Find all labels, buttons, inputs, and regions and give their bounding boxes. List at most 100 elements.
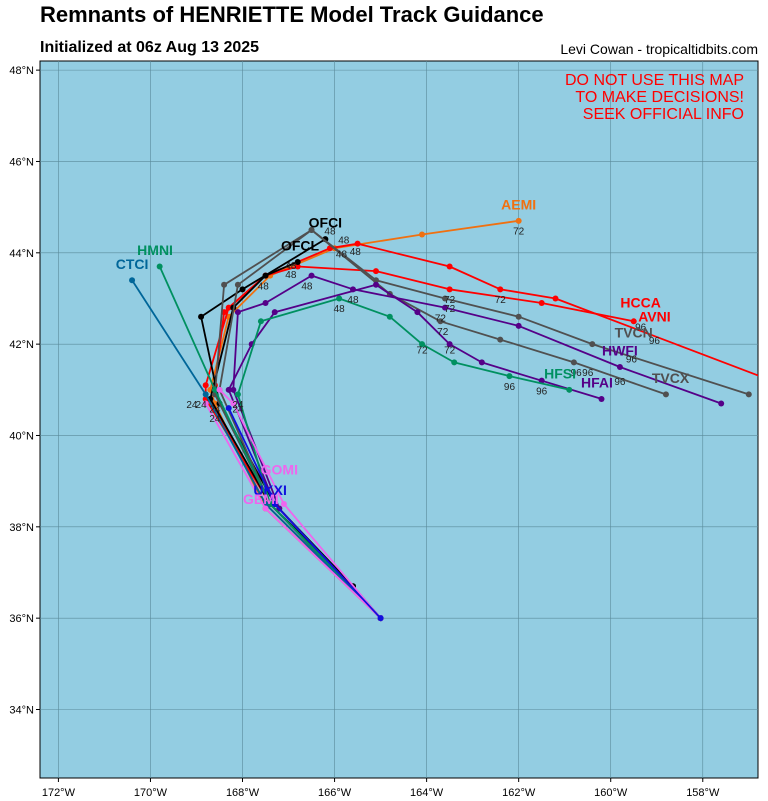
- ocean-background: [39, 60, 759, 779]
- init-time-subtitle: Initialized at 06z Aug 13 2025: [40, 39, 260, 56]
- lat-tick-label: 38°N: [9, 522, 34, 534]
- track-point-hfsi: [234, 391, 241, 398]
- hour-label: 48: [338, 236, 350, 247]
- track-point-hcca: [538, 300, 545, 307]
- lon-tick-label: 168°W: [226, 787, 260, 799]
- track-point-ofcl: [294, 258, 301, 265]
- hour-label: 24: [209, 414, 221, 425]
- lat-tick-label: 34°N: [9, 704, 34, 716]
- lon-tick-label: 162°W: [502, 787, 536, 799]
- track-point-hfsi: [506, 373, 513, 380]
- hour-label: 96: [614, 377, 626, 388]
- hour-label: 24: [209, 405, 221, 416]
- track-point-hfsi: [336, 295, 343, 302]
- track-point-hfsi: [419, 341, 426, 348]
- track-point-hwfi: [442, 304, 449, 311]
- track-point-avni: [497, 286, 504, 293]
- hour-label: 24: [232, 405, 244, 416]
- track-tvcx: [218, 229, 667, 619]
- disclaimer-warning: DO NOT USE THIS MAP TO MAKE DECISIONS! S…: [565, 72, 744, 123]
- model-label-hfai: HFAI: [581, 375, 613, 391]
- hour-label: 48: [285, 261, 297, 272]
- lon-tick-label: 166°W: [318, 787, 352, 799]
- model-label-aemi: AEMI: [501, 196, 536, 212]
- warning-line: SEEK OFFICIAL INFO: [582, 106, 744, 123]
- lat-tick-label: 42°N: [9, 339, 34, 351]
- hour-label: 96: [635, 322, 647, 333]
- track-point-hcca: [202, 382, 209, 389]
- track-point-hcca: [372, 268, 379, 275]
- track-point-hwfi: [616, 363, 623, 370]
- track-point-hcca: [630, 318, 637, 325]
- track-point-avni: [552, 295, 559, 302]
- track-point-tvcx: [497, 336, 504, 343]
- track-point-hfai: [478, 359, 485, 366]
- track-point-tvcx: [570, 359, 577, 366]
- track-point-tvcn: [221, 281, 228, 288]
- lon-tick-label: 160°W: [594, 787, 628, 799]
- track-point-hwfi: [262, 300, 269, 307]
- warning-line: TO MAKE DECISIONS!: [575, 89, 744, 106]
- hour-label: 72: [444, 304, 456, 315]
- model-label-tvcx: TVCX: [652, 370, 690, 386]
- track-point-avni: [354, 240, 361, 247]
- track-point-hfsi: [451, 359, 458, 366]
- lon-tick-label: 158°W: [686, 787, 720, 799]
- track-point-gemi: [202, 400, 209, 407]
- track-point-aemi: [419, 231, 426, 238]
- track-point-hfai: [225, 386, 232, 393]
- hour-label: 24: [186, 400, 198, 411]
- track-point-tvcx: [308, 226, 315, 233]
- track-point-tvcn: [442, 295, 449, 302]
- hour-label: 96: [582, 368, 594, 379]
- track-point-hwfi: [234, 309, 241, 316]
- track-point-tvcn: [515, 313, 522, 320]
- model-label-ukxi: UKXI: [253, 482, 286, 498]
- hour-label: 48: [301, 281, 313, 292]
- track-point-hcca: [446, 286, 453, 293]
- track-point-gomi: [280, 500, 287, 507]
- hour-label: 48: [347, 295, 359, 306]
- lon-tick-label: 164°W: [410, 787, 444, 799]
- hour-label: 24: [232, 400, 244, 411]
- lat-tick-label: 40°N: [9, 430, 34, 442]
- hour-label: 96: [536, 386, 548, 397]
- track-point-hmni: [211, 386, 218, 393]
- hour-label: 48: [258, 281, 270, 292]
- track-point-hfsi: [386, 313, 393, 320]
- hour-label: 72: [437, 327, 449, 338]
- track-point-hfai: [414, 309, 421, 316]
- track-point-hfsi: [566, 386, 573, 393]
- hour-label: 72: [435, 313, 447, 324]
- lat-tick-label: 48°N: [9, 65, 34, 77]
- model-label-hfsi: HFSI: [544, 365, 576, 381]
- track-point-hwfi: [308, 272, 315, 279]
- track-point-hwfi: [515, 322, 522, 329]
- track-point-ofcl: [262, 272, 269, 279]
- track-point-tvcx: [437, 318, 444, 325]
- track-point-hfai: [598, 395, 605, 402]
- model-label-gomi: GOMI: [261, 461, 298, 477]
- model-tracks: [129, 217, 758, 622]
- track-point-hwfi: [230, 386, 237, 393]
- track-gomi: [218, 389, 382, 619]
- track-point-hmni: [156, 263, 163, 270]
- track-point-ofci: [198, 313, 205, 320]
- model-label-tvcn: TVCN: [615, 324, 653, 340]
- track-point-ukxi: [225, 405, 232, 412]
- lat-tick-label: 46°N: [9, 156, 34, 168]
- track-point-hfsi: [257, 318, 264, 325]
- track-point-hfai: [271, 309, 278, 316]
- model-label-hcca: HCCA: [620, 295, 660, 311]
- track-point-tvcn: [745, 391, 752, 398]
- model-label-ctci: CTCI: [116, 256, 149, 272]
- hour-label: 72: [513, 227, 525, 238]
- hour-label: 96: [626, 354, 638, 365]
- track-point-avni: [446, 263, 453, 270]
- axis-ticks: 172°W 170°W 168°W 166°W 164°W 162°W 160°W 158°W…: [9, 65, 720, 799]
- model-label-ofci: OFCI: [309, 215, 342, 231]
- model-label-hmni: HMNI: [137, 242, 173, 258]
